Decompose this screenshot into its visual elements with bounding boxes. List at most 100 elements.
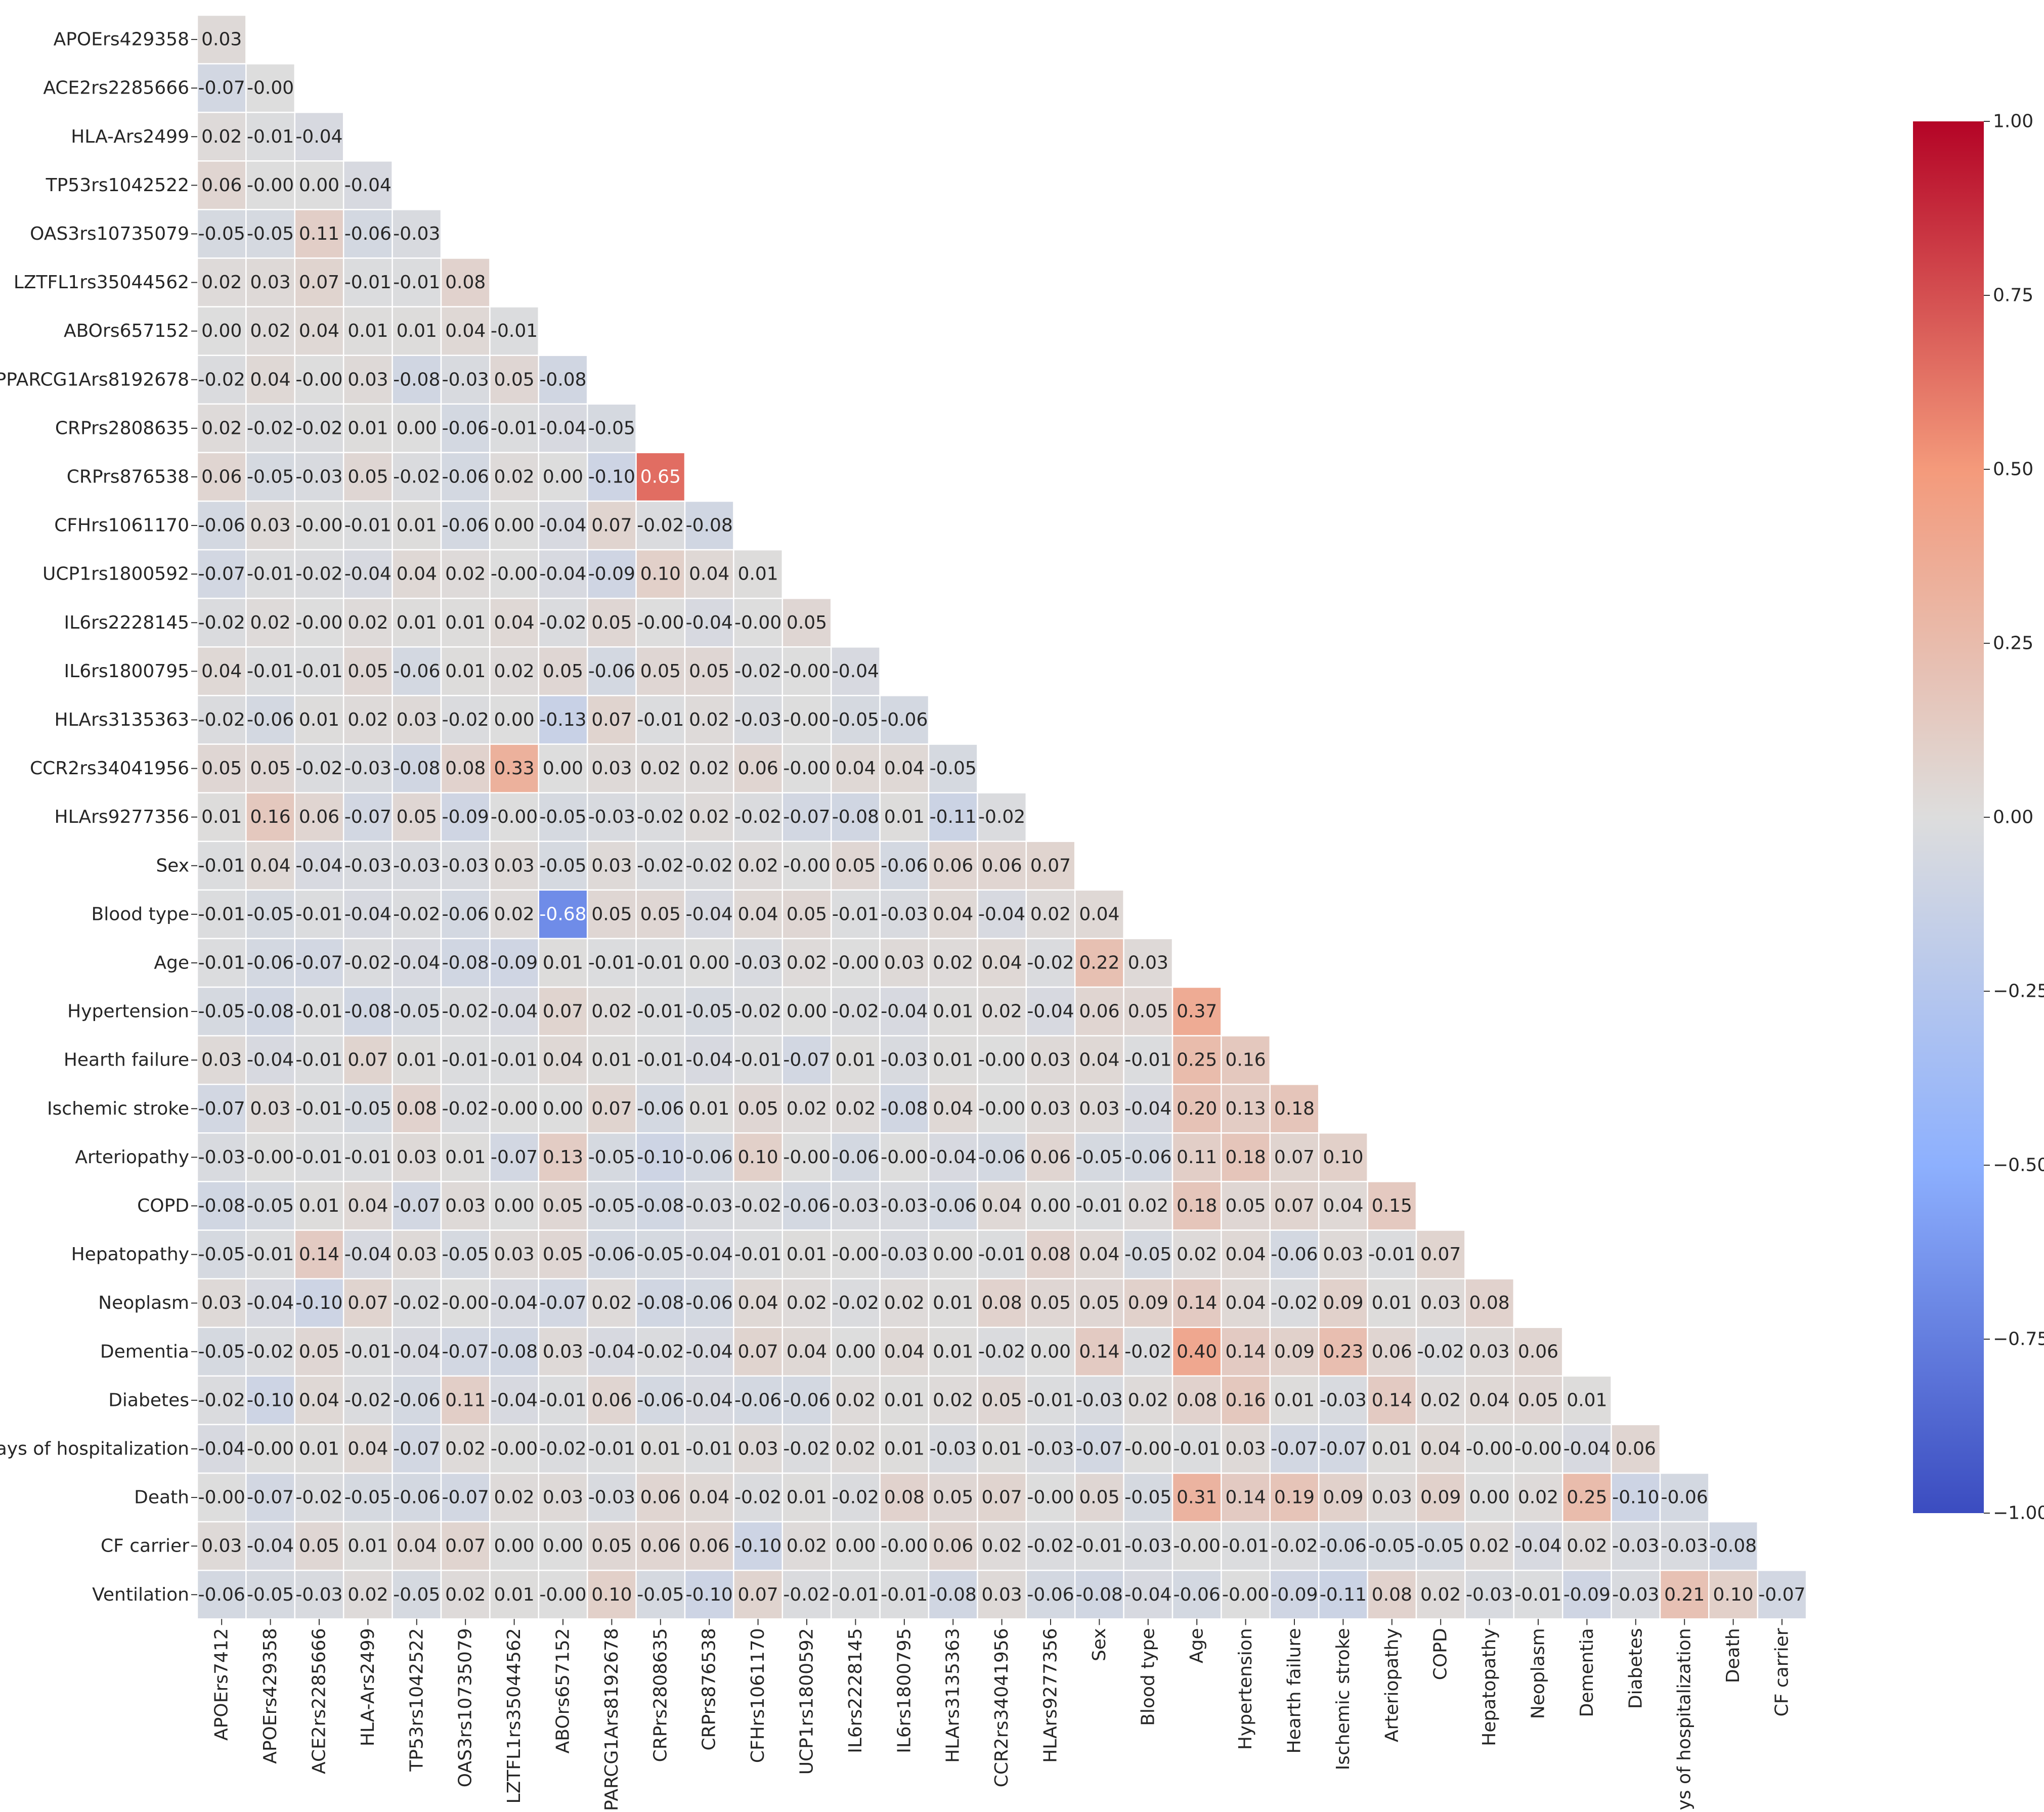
cell-value-label: -0.03 <box>344 855 392 876</box>
cell-value-label: -0.02 <box>393 466 440 487</box>
cell-value-label: 0.03 <box>250 272 291 293</box>
heatmap-cell <box>392 1375 442 1426</box>
cell-value-label: 0.02 <box>494 466 535 487</box>
row-tick-label: Age <box>154 952 189 973</box>
heatmap-cell <box>196 403 247 454</box>
heatmap-cell <box>440 986 491 1037</box>
cell-value-label: -0.01 <box>295 1098 342 1119</box>
heatmap-cell <box>294 355 344 405</box>
cell-value-label: -0.00 <box>295 369 342 390</box>
cell-value-label: 0.02 <box>250 321 291 341</box>
cell-value-label: -0.00 <box>881 1147 928 1168</box>
cell-value-label: -0.02 <box>637 1341 684 1362</box>
heatmap-cell <box>538 1132 588 1182</box>
cell-value-label: -0.04 <box>247 1293 294 1313</box>
cell-value-label: 0.04 <box>347 1196 388 1216</box>
cell-value-label: 0.05 <box>1079 1487 1119 1508</box>
heatmap-cell <box>440 938 491 988</box>
cell-value-label: -0.03 <box>881 1050 928 1071</box>
cell-value-label: 0.03 <box>543 1341 583 1362</box>
heatmap-cell <box>245 306 296 356</box>
cell-value-label: 0.02 <box>787 1536 827 1557</box>
column-tick-label: Blood type <box>1138 1628 1158 1726</box>
heatmap-cell <box>1123 1569 1173 1620</box>
cell-value-label: 0.01 <box>397 321 437 341</box>
cell-value-label: 0.08 <box>982 1293 1022 1313</box>
cell-value-label: 0.06 <box>1079 1001 1119 1022</box>
column-tick-label: Arteriopathy <box>1381 1628 1402 1742</box>
cell-value-label: 0.01 <box>397 515 437 536</box>
row-tick-label: UCP1rs1800592 <box>42 564 189 585</box>
heatmap-cell <box>489 597 540 648</box>
heatmap-cell <box>684 986 734 1037</box>
heatmap-cell <box>977 938 1027 988</box>
heatmap-cell <box>781 1424 832 1474</box>
cell-value-label: 0.03 <box>250 515 291 536</box>
cell-value-label: 0.25 <box>1567 1487 1607 1508</box>
cell-value-label: -0.00 <box>1027 1487 1074 1508</box>
cell-value-label: 0.14 <box>1226 1487 1266 1508</box>
cell-value-label: 0.03 <box>397 1244 437 1265</box>
cell-value-label: -0.07 <box>1076 1438 1123 1459</box>
heatmap-cell <box>196 549 247 599</box>
heatmap-cell <box>489 695 540 745</box>
cell-value-label: -0.05 <box>637 1244 684 1265</box>
cell-value-label: -0.01 <box>881 1584 928 1605</box>
heatmap-cell <box>586 1375 637 1426</box>
cell-value-label: -0.08 <box>930 1584 977 1605</box>
cell-value-label: 0.02 <box>787 1098 827 1119</box>
colorbar-tick-label: 1.00 <box>1993 111 2033 132</box>
cell-value-label: -0.07 <box>783 807 830 827</box>
cell-value-label: -0.04 <box>930 1147 977 1168</box>
heatmap-cell <box>928 1181 978 1231</box>
heatmap-cell <box>245 160 296 210</box>
heatmap-cell <box>1171 1569 1222 1620</box>
heatmap-cell <box>196 986 247 1037</box>
heatmap-cell <box>1415 1375 1466 1426</box>
cell-value-label: 0.00 <box>494 1196 535 1216</box>
column-tick-label: TP53rs1042522 <box>406 1628 427 1772</box>
cell-value-label: -0.03 <box>295 466 342 487</box>
cell-value-label: 0.02 <box>1128 1390 1168 1410</box>
heatmap-cell <box>342 938 393 988</box>
cell-value-label: 0.10 <box>591 1584 632 1605</box>
cell-value-label: 0.02 <box>1030 904 1071 924</box>
heatmap-cell <box>684 1424 734 1474</box>
heatmap-cell <box>781 1472 832 1523</box>
cell-value-label: -0.01 <box>1027 1390 1074 1410</box>
cell-value-label: -0.03 <box>881 904 928 924</box>
cell-value-label: -0.07 <box>393 1438 440 1459</box>
column-tick-label: PPARCG1Ars8192678 <box>601 1628 622 1810</box>
heatmap-cell <box>635 1375 686 1426</box>
cell-value-label: -0.02 <box>734 661 781 682</box>
cell-value-label: 0.07 <box>543 1001 583 1022</box>
heatmap-cell <box>928 1035 978 1085</box>
cell-value-label: -0.10 <box>637 1147 684 1168</box>
cell-value-label: -0.07 <box>442 1487 489 1508</box>
cell-value-label: 0.00 <box>299 175 339 196</box>
cell-value-label: 0.05 <box>201 758 242 779</box>
cell-value-label: 0.07 <box>1274 1147 1315 1168</box>
cell-value-label: -0.00 <box>247 1438 294 1459</box>
row-tick-label: Ventilation <box>92 1584 189 1605</box>
cell-value-label: -0.05 <box>588 418 635 438</box>
cell-value-label: -0.08 <box>198 1196 245 1216</box>
cell-value-label: 0.01 <box>299 1196 339 1216</box>
heatmap-cell <box>635 1083 686 1134</box>
cell-value-label: 0.16 <box>1226 1390 1266 1410</box>
cell-value-label: 0.01 <box>347 321 388 341</box>
heatmap-cell <box>294 792 344 842</box>
cell-value-label: -0.01 <box>539 1390 586 1410</box>
cell-value-label: 0.05 <box>250 758 291 779</box>
cell-value-label: -0.03 <box>1076 1390 1123 1410</box>
heatmap-cell <box>440 792 491 842</box>
cell-value-label: 0.05 <box>640 661 681 682</box>
heatmap-cell <box>342 1278 393 1328</box>
heatmap-cell <box>733 938 784 988</box>
cell-value-label: 0.01 <box>835 1050 876 1071</box>
heatmap-cell <box>489 646 540 696</box>
heatmap-cell <box>196 1229 247 1279</box>
cell-value-label: 0.02 <box>445 1438 486 1459</box>
heatmap-cell <box>928 743 978 793</box>
heatmap-cell <box>1415 1327 1466 1377</box>
